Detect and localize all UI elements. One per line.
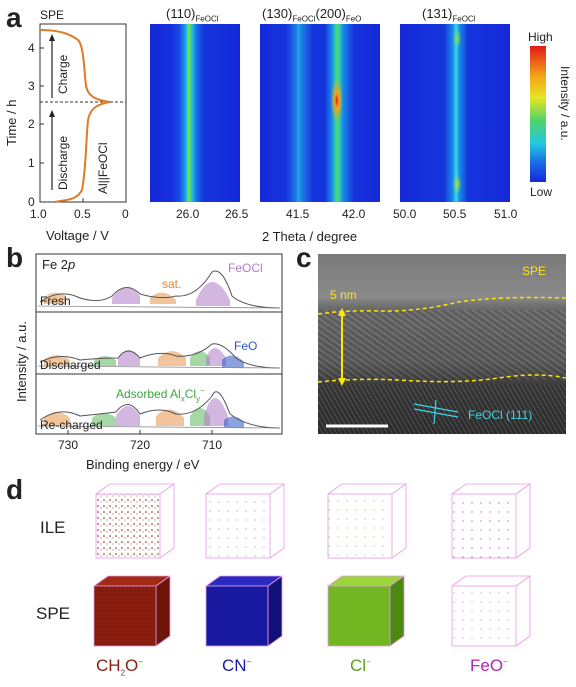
cube-ile-cl [327,483,408,559]
panel-a-letter: a [6,2,22,33]
feo-label: FeO [234,339,258,353]
cube-ile-ch2o [95,483,176,559]
x-tick-1.0: 1.0 [30,207,47,221]
heatmap-title-131: (131)FeOCl [422,6,476,24]
hm1-tick-0: 26.0 [176,207,200,221]
lattice-label: FeOCl (111) [468,408,533,422]
heatmap-130-200 [260,24,380,202]
binding-energy-label: Binding energy / eV [86,457,200,472]
panel-c-letter: c [296,242,312,273]
sat-label: sat. [162,277,182,291]
hm3-tick-1: 50.5 [443,207,467,221]
heatmap-title-110: (110)FeOCl [166,6,219,24]
hm2-tick-0: 41.5 [286,207,310,221]
spectrum-label-discharged: Discharged [40,358,101,372]
xps-tick-710: 710 [202,438,223,452]
spe-label: SPE [40,8,65,22]
row-label-ile: ILE [40,518,66,537]
spectrum-label-recharged: Re-charged [40,418,103,432]
charge-label: Charge [56,54,70,94]
cube-spe-feo [451,575,532,647]
cube-spe-ch2o [92,575,172,647]
heatmap-131 [400,24,510,202]
spectrum-label-fresh: Fresh [40,294,71,308]
hm3-tick-0: 50.0 [393,207,417,221]
cube-ile-cn [205,483,286,559]
y-tick-3: 3 [28,79,35,93]
spectrum-discharged [37,343,281,369]
discharge-label: Discharge [56,135,70,190]
xps-plot [35,253,283,435]
xps-tick-720: 720 [130,438,151,452]
x-tick-0.5: 0.5 [74,207,91,221]
xps-element-label: Fe 2p [42,257,76,272]
colorbar [530,46,546,182]
interface-bottom-line [318,374,566,383]
xps-tick-730: 730 [58,438,79,452]
colorbar-label: Intensity / a.u. [558,66,572,141]
y-tick-2: 2 [28,117,35,131]
tof-sims-cubes [92,483,532,647]
species-cn: CN− [222,656,252,675]
hm3-tick-2: 51.0 [494,207,518,221]
heatmap-110 [150,24,240,202]
species-ch2o: CH2O− [96,656,143,678]
voltage-time-plot [39,23,127,203]
species-feo: FeO− [470,656,508,675]
colorbar-low: Low [530,185,553,199]
y-tick-1: 1 [28,156,35,170]
two-theta-label: 2 Theta / degree [262,229,358,244]
x-tick-0: 0 [122,207,129,221]
cell-label: Al||FeOCl [96,142,110,194]
time-axis-label: Time / h [4,99,19,146]
cube-spe-cl [326,575,406,647]
adsorbed-label: Adsorbed AlxCly− [116,386,205,404]
voltage-curve [39,29,111,203]
species-cl: Cl− [350,656,371,675]
tem-spe-label: SPE [522,264,547,278]
tem-overlay [318,296,566,428]
feocl-label: FeOCl [228,261,263,275]
y-tick-4: 4 [28,41,35,55]
colorbar-high: High [528,30,553,44]
thickness-label: 5 nm [330,288,357,302]
hm2-tick-1: 42.0 [342,207,366,221]
voltage-axis-label: Voltage / V [46,228,109,243]
cube-spe-cn [204,575,284,647]
heatmap-title-130-200: (130)FeOCl(200)FeO [262,6,362,24]
xps-y-label: Intensity / a.u. [14,321,29,402]
row-label-spe: SPE [36,604,71,623]
cube-ile-feo [451,483,532,559]
hm1-tick-1: 26.5 [225,207,249,221]
y-tick-0: 0 [28,195,35,209]
spectrum-fresh [37,270,281,309]
spectrum-recharged [37,391,281,429]
interface-top-line [318,296,566,315]
panel-b-letter: b [6,242,24,273]
panel-d-letter: d [6,474,24,505]
